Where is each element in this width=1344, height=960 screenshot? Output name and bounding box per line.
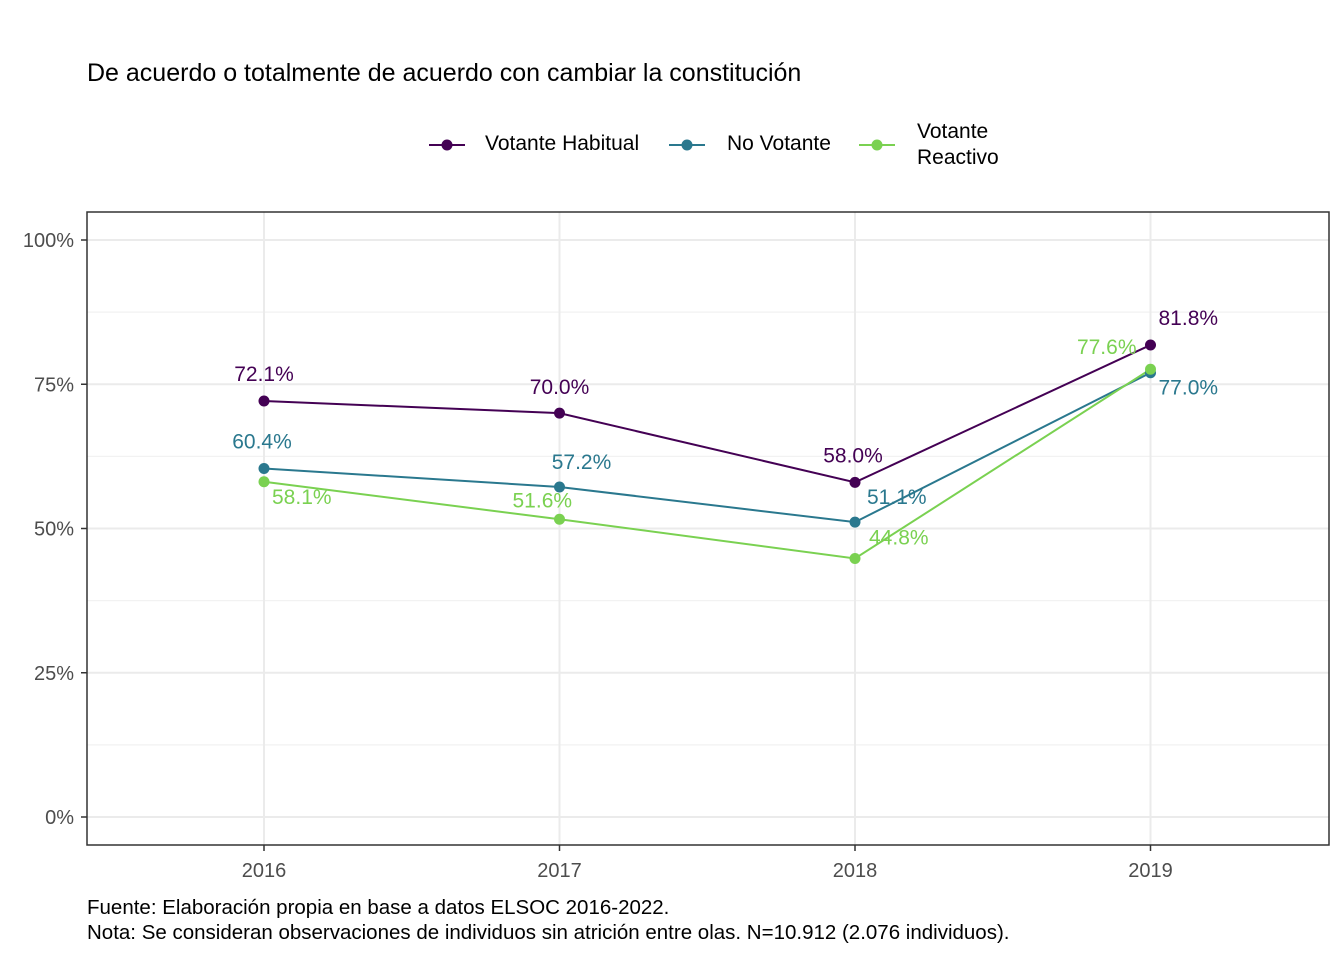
caption-source: Fuente: Elaboración propia en base a dat… <box>87 896 670 919</box>
data-label: 60.4% <box>232 430 292 453</box>
y-tick-label: 25% <box>34 663 74 685</box>
legend-key <box>859 139 895 151</box>
legend-key-point <box>871 139 883 151</box>
data-label: 70.0% <box>530 376 590 399</box>
caption-note: Nota: Se consideran observaciones de ind… <box>87 921 1010 944</box>
data-point <box>1145 339 1156 351</box>
legend-key-point <box>681 139 693 151</box>
chart-title: De acuerdo o totalmente de acuerdo con c… <box>87 59 802 87</box>
data-point <box>849 476 861 488</box>
data-label: 58.0% <box>823 444 883 467</box>
data-point <box>849 516 861 528</box>
data-label: 51.6% <box>513 489 573 512</box>
data-point <box>258 395 270 407</box>
data-point <box>1145 363 1156 375</box>
data-point <box>258 476 270 488</box>
x-tick-label: 2016 <box>242 860 287 882</box>
series-line <box>263 344 1151 484</box>
x-tick-label: 2017 <box>537 860 582 882</box>
data-point <box>258 462 270 474</box>
data-label: 77.6% <box>1077 336 1137 359</box>
series-line <box>263 371 1151 524</box>
series-line <box>263 368 1152 560</box>
data-label: 57.2% <box>552 451 612 474</box>
legend: Votante Habitual No Votante Votante Reacti… <box>0 118 1344 178</box>
y-tick-label: 50% <box>34 519 74 541</box>
data-label: 58.1% <box>272 486 332 509</box>
data-point <box>849 553 861 565</box>
legend-key-point <box>441 139 453 151</box>
data-label: 44.8% <box>869 527 929 550</box>
data-point <box>554 407 565 419</box>
x-tick-label: 2019 <box>1128 860 1173 882</box>
data-point <box>554 481 565 493</box>
legend-label: Votante Habitual <box>485 132 640 155</box>
y-tick-label: 0% <box>45 807 74 829</box>
y-tick-label: 100% <box>23 230 74 252</box>
legend-label: Votante Reactivo <box>917 120 999 169</box>
legend-key <box>669 139 705 151</box>
data-label: 72.1% <box>234 363 294 386</box>
x-tick-label: 2018 <box>833 860 878 882</box>
data-label: 51.1% <box>867 486 927 509</box>
data-point <box>554 513 565 525</box>
y-tick-label: 75% <box>34 374 74 396</box>
legend-key <box>429 139 465 151</box>
data-label: 77.0% <box>1159 377 1219 400</box>
data-label: 81.8% <box>1159 307 1219 330</box>
legend-label: No Votante <box>727 132 831 155</box>
